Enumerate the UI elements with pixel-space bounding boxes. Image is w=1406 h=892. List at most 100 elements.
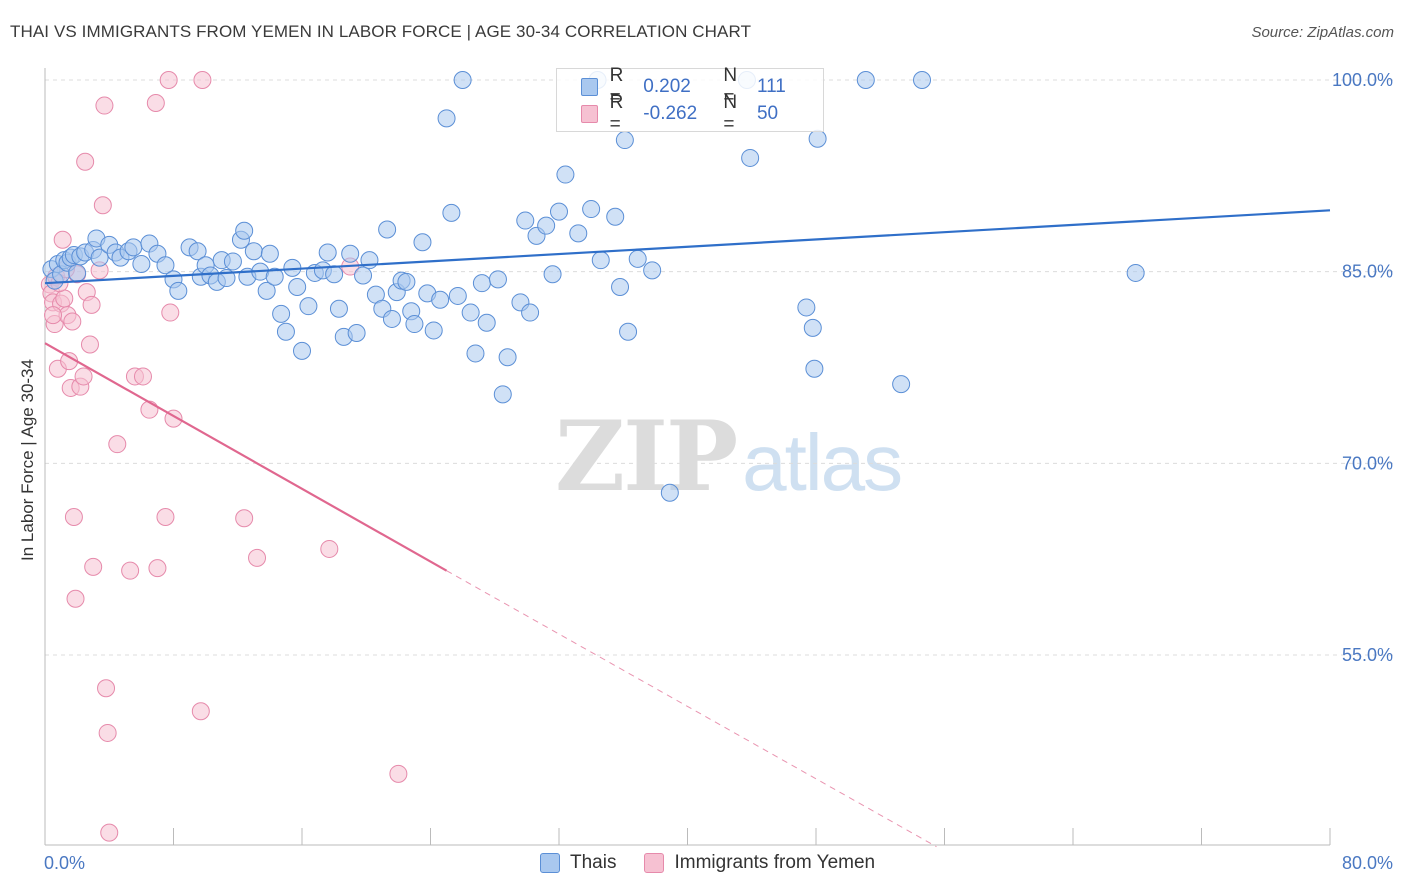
thais-trend-line bbox=[44, 209, 1331, 285]
thais-point bbox=[660, 483, 679, 502]
correlation-legend: R = 0.202 N = 111 R = -0.262 N = 50 bbox=[556, 65, 824, 135]
thais-point bbox=[611, 278, 630, 296]
thais-point bbox=[329, 299, 348, 318]
thais-point bbox=[606, 207, 625, 226]
yemen-point bbox=[98, 723, 117, 742]
thais-point bbox=[272, 304, 291, 323]
thais-point bbox=[493, 385, 512, 404]
legend-swatch-yemen bbox=[644, 853, 665, 873]
yemen-trend-extension bbox=[446, 570, 937, 848]
thais-point bbox=[1126, 263, 1145, 282]
source-label: Source: ZipAtlas.com bbox=[1251, 24, 1394, 41]
legend-row-yemen: R = -0.262 N = 50 bbox=[581, 92, 823, 135]
thais-point bbox=[276, 322, 295, 341]
thais-point bbox=[805, 359, 824, 378]
y-tick-label: 55.0% bbox=[1342, 645, 1393, 665]
thais-point bbox=[591, 251, 610, 270]
yemen-point bbox=[161, 303, 180, 322]
legend-n-label: N = bbox=[723, 92, 738, 135]
thais-point bbox=[543, 265, 562, 284]
thais-point bbox=[132, 255, 151, 273]
yemen-point bbox=[64, 508, 83, 526]
thais-point bbox=[556, 165, 575, 184]
yemen-point bbox=[320, 539, 339, 558]
legend-n-value: 111 bbox=[756, 76, 786, 97]
watermark: ZIPatlas bbox=[555, 400, 903, 513]
yemen-point bbox=[146, 94, 165, 112]
yemen-point bbox=[193, 71, 212, 89]
thais-point bbox=[169, 281, 188, 300]
watermark-atlas: atlas bbox=[742, 418, 903, 507]
thais-point bbox=[892, 375, 911, 394]
legend-row-thais: R = 0.202 N = 111 bbox=[581, 65, 823, 108]
thais-point bbox=[156, 256, 175, 275]
yemen-point bbox=[74, 367, 93, 386]
thais-point bbox=[68, 263, 87, 282]
thais-point bbox=[188, 242, 207, 261]
thais-point bbox=[477, 313, 496, 332]
yemen-point bbox=[235, 509, 254, 528]
legend-swatch-blue bbox=[581, 78, 598, 96]
thais-point bbox=[550, 202, 568, 221]
yemen-points bbox=[40, 71, 408, 842]
thais-points bbox=[42, 71, 1145, 502]
chart-title: THAI VS IMMIGRANTS FROM YEMEN IN LABOR F… bbox=[10, 22, 752, 41]
thais-point bbox=[347, 324, 366, 342]
legend-swatch-thais bbox=[540, 853, 560, 873]
thais-point bbox=[741, 148, 760, 167]
x-tick-label: 80.0% bbox=[1342, 853, 1393, 873]
thais-point bbox=[466, 344, 485, 363]
thais-point bbox=[498, 348, 517, 367]
thais-point bbox=[299, 297, 318, 316]
thais-point bbox=[619, 322, 638, 341]
thais-point bbox=[453, 71, 472, 89]
thais-point bbox=[442, 203, 461, 222]
thais-point bbox=[516, 211, 535, 230]
yemen-point bbox=[63, 312, 82, 331]
yemen-point bbox=[156, 508, 175, 526]
legend-swatch-pink bbox=[581, 105, 598, 123]
yemen-point bbox=[100, 823, 119, 842]
legend-n-value: 50 bbox=[756, 103, 779, 124]
legend-r-label: R = bbox=[609, 65, 624, 108]
legend-r-value: -0.262 bbox=[643, 103, 698, 124]
yemen-point bbox=[55, 289, 74, 308]
thais-point bbox=[461, 303, 480, 322]
yemen-point bbox=[66, 589, 85, 608]
gridlines bbox=[45, 79, 1395, 656]
thais-point bbox=[265, 267, 284, 286]
y-tick-label: 70.0% bbox=[1342, 453, 1393, 473]
thais-point bbox=[293, 341, 311, 360]
watermark-zip: ZIP bbox=[555, 400, 738, 513]
yemen-point bbox=[44, 306, 63, 325]
legend-n-label: N = bbox=[723, 65, 738, 108]
thais-point bbox=[472, 274, 491, 293]
thais-point bbox=[288, 278, 307, 296]
yemen-point bbox=[121, 561, 140, 580]
thais-point bbox=[413, 233, 432, 252]
legend-item-yemen[interactable]: Immigrants from Yemen bbox=[644, 852, 875, 874]
thais-point bbox=[354, 266, 373, 285]
yemen-point bbox=[191, 702, 210, 721]
thais-point bbox=[257, 281, 276, 300]
yemen-point bbox=[76, 152, 95, 171]
y-tick-label: 85.0% bbox=[1342, 262, 1393, 282]
legend-item-thais[interactable]: Thais bbox=[540, 852, 616, 874]
yemen-point bbox=[140, 400, 159, 419]
thais-point bbox=[582, 200, 601, 219]
thais-point bbox=[341, 244, 360, 263]
thais-point bbox=[244, 242, 263, 261]
yemen-point bbox=[82, 295, 101, 314]
thais-point bbox=[318, 243, 337, 262]
thais-point bbox=[378, 220, 397, 239]
axis-labels: 55.0% 70.0% 85.0% 100.0% 0.0% 80.0% In Labor F… bbox=[18, 70, 1393, 873]
thais-point bbox=[856, 71, 875, 89]
yemen-point bbox=[93, 196, 112, 215]
legend-r-value: 0.202 bbox=[643, 76, 691, 97]
thais-point bbox=[628, 249, 647, 268]
yemen-point bbox=[248, 548, 267, 567]
yemen-point bbox=[95, 96, 114, 115]
thais-point bbox=[569, 224, 588, 243]
thais-point bbox=[431, 290, 450, 309]
legend-label-thais: Thais bbox=[570, 852, 617, 873]
